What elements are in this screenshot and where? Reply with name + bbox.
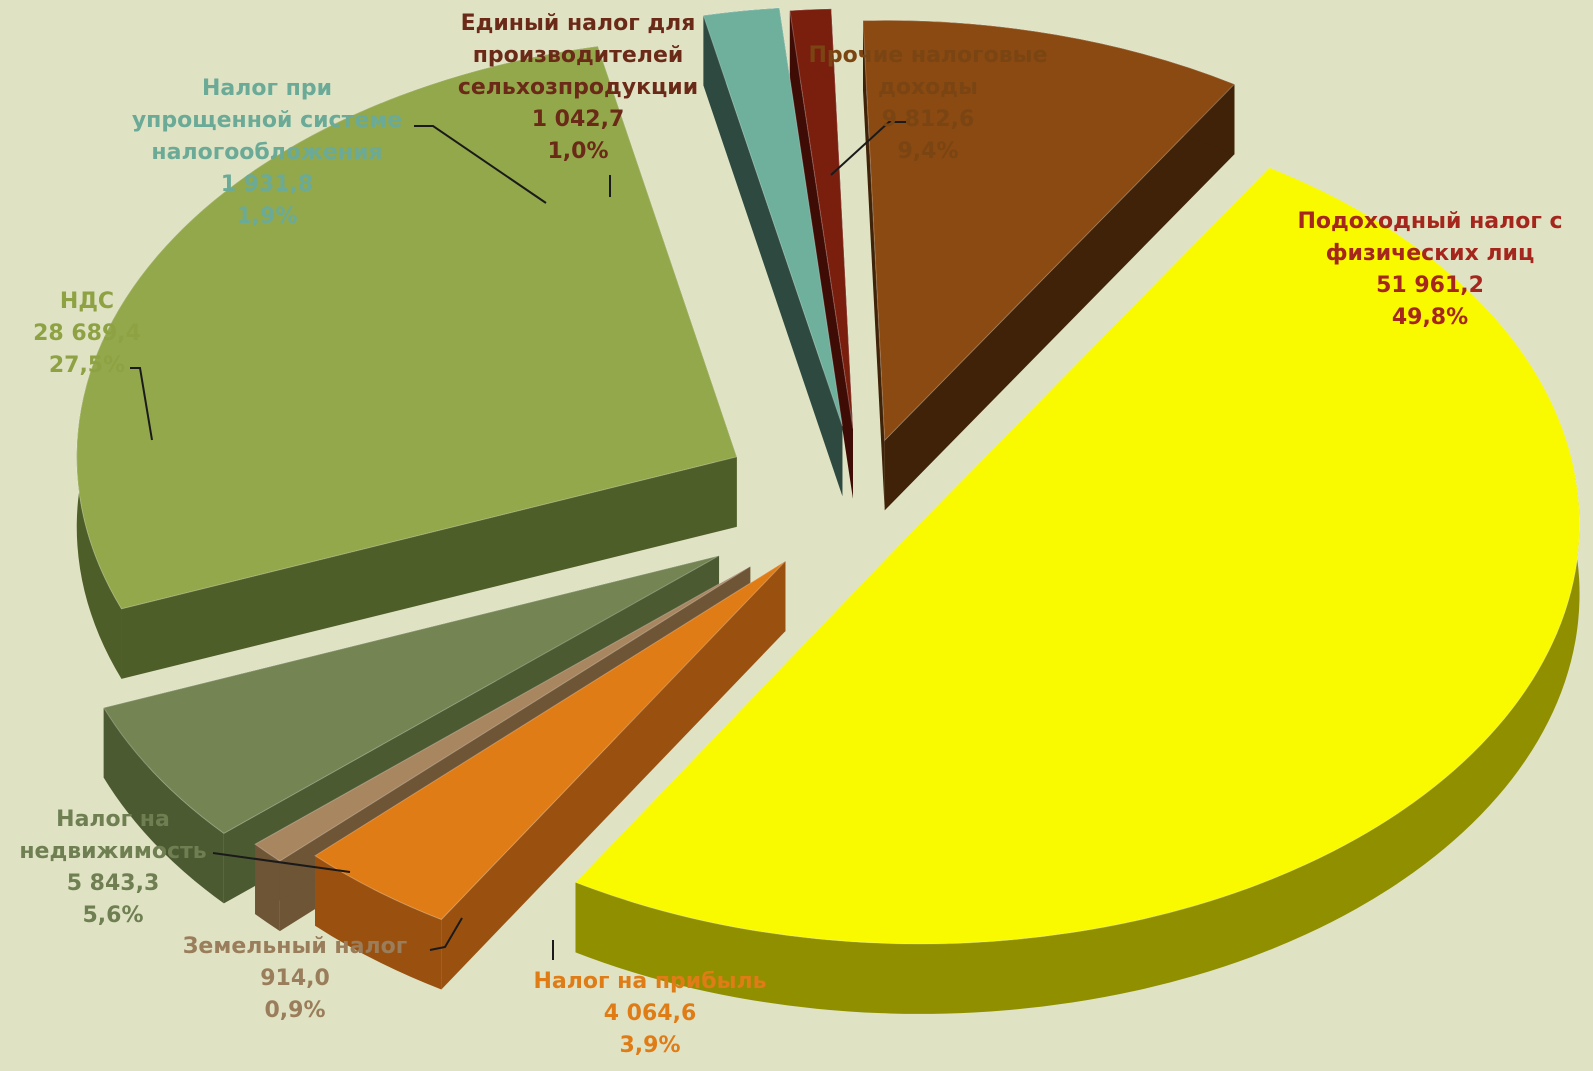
- label-line: 3,9%: [619, 1033, 680, 1058]
- slice-other: [862, 19, 1236, 511]
- leader-lines: [130, 121, 906, 960]
- label-line: Единый налог для: [461, 11, 696, 36]
- slice-labels: Подоходный налог с физических лиц 51 961,2…: [19, 11, 1562, 1058]
- label-line: производителей: [473, 43, 684, 68]
- label-line: 27,5%: [49, 353, 125, 378]
- label-land: Земельный налог 914,0 0,9%: [183, 934, 407, 1023]
- slice-wall-start: [121, 456, 737, 679]
- slice-top: [76, 45, 738, 610]
- label-pdfl: Подоходный налог с физических лиц 51 961,2…: [1297, 209, 1562, 330]
- label-line: Налог при: [202, 76, 332, 101]
- label-line: Налог на прибыль: [534, 969, 767, 994]
- label-line: 4 064,6: [604, 1001, 697, 1026]
- label-line: НДС: [60, 289, 114, 314]
- label-realty: Налог на недвижимость 5 843,3 5,6%: [19, 807, 206, 928]
- label-line: 1,9%: [236, 204, 297, 229]
- slice-wall-end: [884, 84, 1235, 511]
- label-line: Земельный налог: [183, 934, 407, 959]
- slice-rim: [575, 167, 1580, 1014]
- slice-rim: [315, 855, 442, 990]
- leader-simplified: [414, 125, 547, 204]
- label-line: Подоходный налог с: [1297, 209, 1562, 234]
- slice-wall-start: [863, 20, 885, 511]
- label-line: упрощенной системе: [132, 108, 402, 133]
- leader-vat: [130, 367, 153, 441]
- slice-top: [862, 19, 1236, 442]
- label-line: физических лиц: [1326, 241, 1535, 266]
- pie-slices: [76, 7, 1581, 1014]
- label-line: 1,0%: [547, 139, 608, 164]
- slice-vat: [76, 45, 738, 679]
- label-simplified: Налог при упрощенной системе налогообложен…: [132, 76, 402, 229]
- label-line: налогообложения: [151, 140, 382, 165]
- label-line: Налог на: [56, 807, 170, 832]
- label-line: 49,8%: [1392, 305, 1468, 330]
- label-line: 9,4%: [897, 139, 958, 164]
- slice-top: [102, 555, 720, 835]
- slice-top: [702, 7, 843, 427]
- slice-pdfl: [574, 167, 1581, 1014]
- label-line: недвижимость: [19, 839, 206, 864]
- label-line: 5,6%: [82, 903, 143, 928]
- label-line: 0,9%: [264, 998, 325, 1023]
- leader-other: [830, 121, 906, 176]
- label-agri: Единый налог для производителей сельхозпро…: [458, 11, 698, 164]
- label-profit: Налог на прибыль 4 064,6 3,9%: [534, 969, 767, 1058]
- slice-agri: [789, 8, 854, 499]
- label-line: 51 961,2: [1376, 273, 1484, 298]
- label-line: 1 042,7: [532, 107, 625, 132]
- label-line: 9 812,6: [882, 107, 975, 132]
- label-vat: НДС 28 689,4 27,5%: [33, 289, 141, 378]
- slice-top: [574, 167, 1581, 945]
- label-line: 914,0: [260, 966, 330, 991]
- slice-top: [789, 8, 854, 429]
- label-line: 1 931,8: [221, 172, 314, 197]
- leader-realty: [212, 852, 351, 873]
- label-line: 28 689,4: [33, 321, 141, 346]
- label-line: 5 843,3: [67, 871, 160, 896]
- slice-rim: [255, 844, 280, 932]
- leader-land: [429, 917, 463, 951]
- label-line: Прочие налоговые: [809, 43, 1048, 68]
- slice-wall-start: [703, 15, 843, 497]
- slice-simplified: [702, 7, 843, 497]
- label-other: Прочие налоговые доходы 9 812,6 9,4%: [809, 43, 1048, 164]
- label-line: сельхозпродукции: [458, 75, 698, 100]
- slice-profit: [314, 560, 786, 990]
- label-line: доходы: [878, 75, 978, 100]
- slice-rim: [103, 707, 224, 904]
- slice-wall-start: [789, 10, 853, 499]
- slice-top: [314, 560, 786, 921]
- slice-top: [254, 566, 751, 862]
